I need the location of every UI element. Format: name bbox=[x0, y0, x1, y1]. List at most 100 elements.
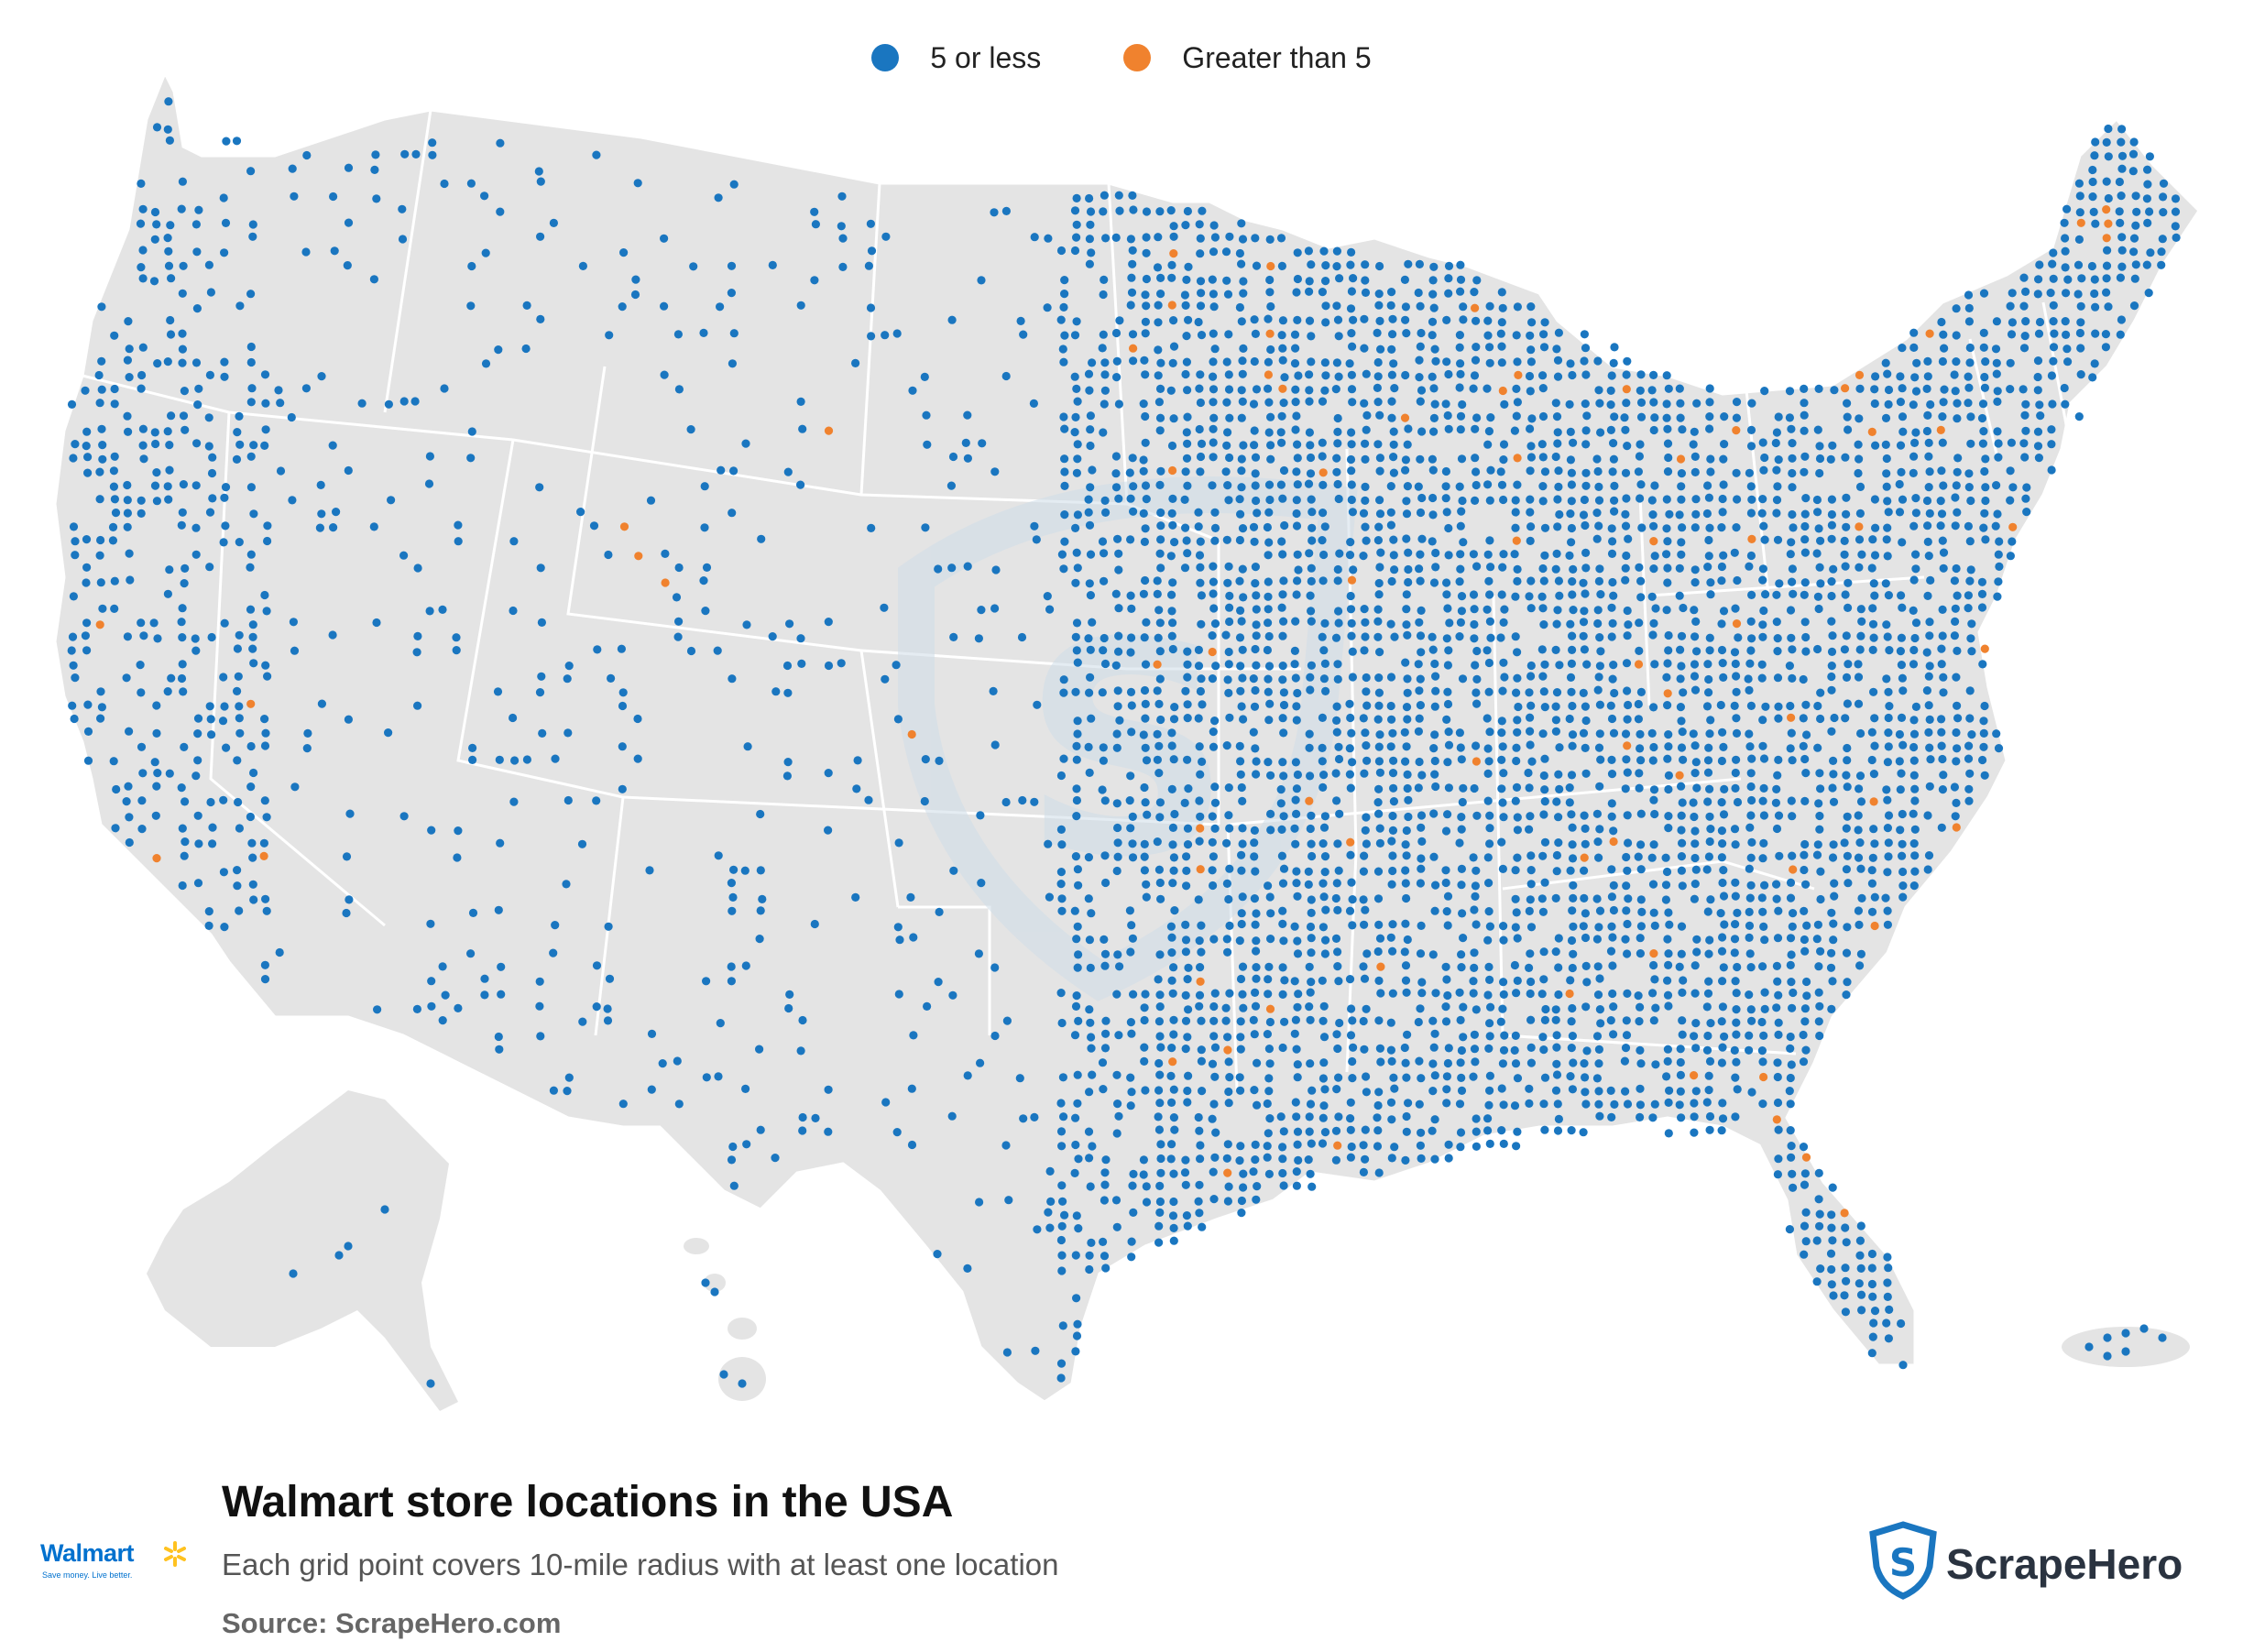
store-dot bbox=[1840, 1209, 1849, 1218]
store-dot bbox=[235, 301, 245, 311]
store-dot bbox=[1884, 687, 1893, 696]
store-dot bbox=[1773, 673, 1783, 683]
store-dot bbox=[1844, 578, 1853, 587]
store-dot bbox=[1470, 288, 1479, 297]
store-dot bbox=[1004, 1196, 1013, 1205]
store-dot bbox=[1182, 536, 1191, 545]
store-dot bbox=[191, 358, 202, 367]
store-dot bbox=[1225, 713, 1234, 722]
store-dot bbox=[2091, 219, 2100, 228]
store-dot bbox=[1417, 989, 1427, 998]
store-dot bbox=[1636, 756, 1646, 765]
store-dot bbox=[1581, 1073, 1590, 1082]
store-dot bbox=[534, 167, 543, 176]
store-dot bbox=[1732, 398, 1742, 407]
store-dot bbox=[1703, 797, 1712, 806]
store-dot bbox=[1786, 1073, 1795, 1083]
store-dot bbox=[1457, 825, 1466, 834]
store-dot bbox=[990, 604, 1000, 613]
store-dot bbox=[163, 125, 172, 134]
store-dot bbox=[1155, 426, 1165, 435]
store-dot bbox=[1278, 662, 1287, 671]
store-dot bbox=[1264, 605, 1273, 614]
store-dot bbox=[344, 163, 354, 172]
store-dot bbox=[618, 742, 627, 751]
store-dot bbox=[1663, 701, 1672, 710]
store-dot bbox=[1758, 962, 1767, 971]
store-dot bbox=[1717, 1126, 1726, 1135]
store-dot bbox=[1485, 617, 1494, 626]
store-dot bbox=[1840, 536, 1849, 546]
store-dot bbox=[728, 1142, 738, 1152]
store-dot bbox=[604, 550, 613, 560]
store-dot bbox=[1911, 428, 1920, 437]
store-dot bbox=[1167, 273, 1176, 282]
store-dot bbox=[1539, 947, 1548, 957]
store-dot bbox=[2171, 222, 2180, 231]
store-dot bbox=[2117, 125, 2127, 134]
store-dot bbox=[1664, 908, 1673, 917]
store-dot bbox=[150, 758, 159, 767]
store-dot bbox=[109, 466, 118, 476]
store-dot bbox=[1056, 989, 1066, 998]
store-dot bbox=[1290, 977, 1299, 986]
store-dot bbox=[1485, 728, 1494, 737]
store-dot bbox=[137, 263, 146, 272]
store-dot bbox=[1540, 1073, 1550, 1082]
store-dot bbox=[1375, 509, 1385, 519]
store-dot bbox=[1827, 672, 1836, 682]
store-dot bbox=[1195, 990, 1205, 1000]
store-dot bbox=[1334, 332, 1343, 341]
store-dot bbox=[1514, 702, 1523, 712]
store-dot bbox=[1375, 454, 1384, 463]
store-dot bbox=[1073, 658, 1082, 667]
store-dot bbox=[1661, 853, 1670, 862]
store-dot bbox=[2145, 152, 2154, 161]
store-dot bbox=[440, 384, 449, 393]
store-dot bbox=[1967, 647, 1976, 656]
store-dot bbox=[1167, 631, 1176, 640]
store-dot bbox=[1622, 494, 1631, 503]
store-dot bbox=[1469, 989, 1478, 998]
store-dot bbox=[261, 425, 270, 434]
store-dot bbox=[604, 922, 613, 931]
store-dot bbox=[1705, 1125, 1714, 1134]
store-dot bbox=[1746, 646, 1756, 655]
store-dot bbox=[1812, 850, 1822, 859]
store-dot bbox=[1361, 288, 1371, 297]
store-dot bbox=[1443, 990, 1452, 1001]
store-dot bbox=[1594, 923, 1603, 932]
store-dot bbox=[1854, 906, 1863, 915]
store-dot bbox=[1291, 344, 1300, 353]
store-dot bbox=[1594, 1059, 1603, 1068]
store-dot bbox=[1291, 1015, 1300, 1024]
store-dot bbox=[122, 673, 131, 683]
store-dot bbox=[1540, 703, 1549, 712]
store-dot bbox=[1293, 248, 1302, 257]
store-dot bbox=[1386, 1098, 1396, 1107]
store-dot bbox=[1140, 1043, 1149, 1052]
store-dot bbox=[1374, 976, 1384, 985]
store-dot bbox=[947, 1111, 957, 1121]
store-dot bbox=[1526, 989, 1535, 999]
store-dot bbox=[413, 701, 422, 710]
store-dot bbox=[1510, 550, 1519, 559]
store-dot bbox=[1070, 428, 1079, 437]
store-dot bbox=[1677, 782, 1686, 791]
store-dot bbox=[1196, 301, 1206, 311]
store-dot bbox=[1428, 950, 1438, 959]
store-dot bbox=[1251, 1140, 1260, 1149]
store-dot bbox=[771, 687, 781, 696]
store-dot bbox=[399, 812, 409, 821]
store-dot bbox=[1537, 894, 1547, 903]
store-dot bbox=[262, 813, 271, 822]
store-dot bbox=[1417, 606, 1426, 616]
store-dot bbox=[1430, 659, 1439, 669]
store-dot bbox=[1414, 727, 1423, 736]
store-dot bbox=[247, 384, 257, 393]
store-dot bbox=[1854, 673, 1864, 682]
store-dot bbox=[1430, 756, 1439, 766]
store-dot bbox=[1787, 950, 1796, 959]
store-dot bbox=[1098, 344, 1107, 353]
store-dot bbox=[1208, 812, 1217, 821]
